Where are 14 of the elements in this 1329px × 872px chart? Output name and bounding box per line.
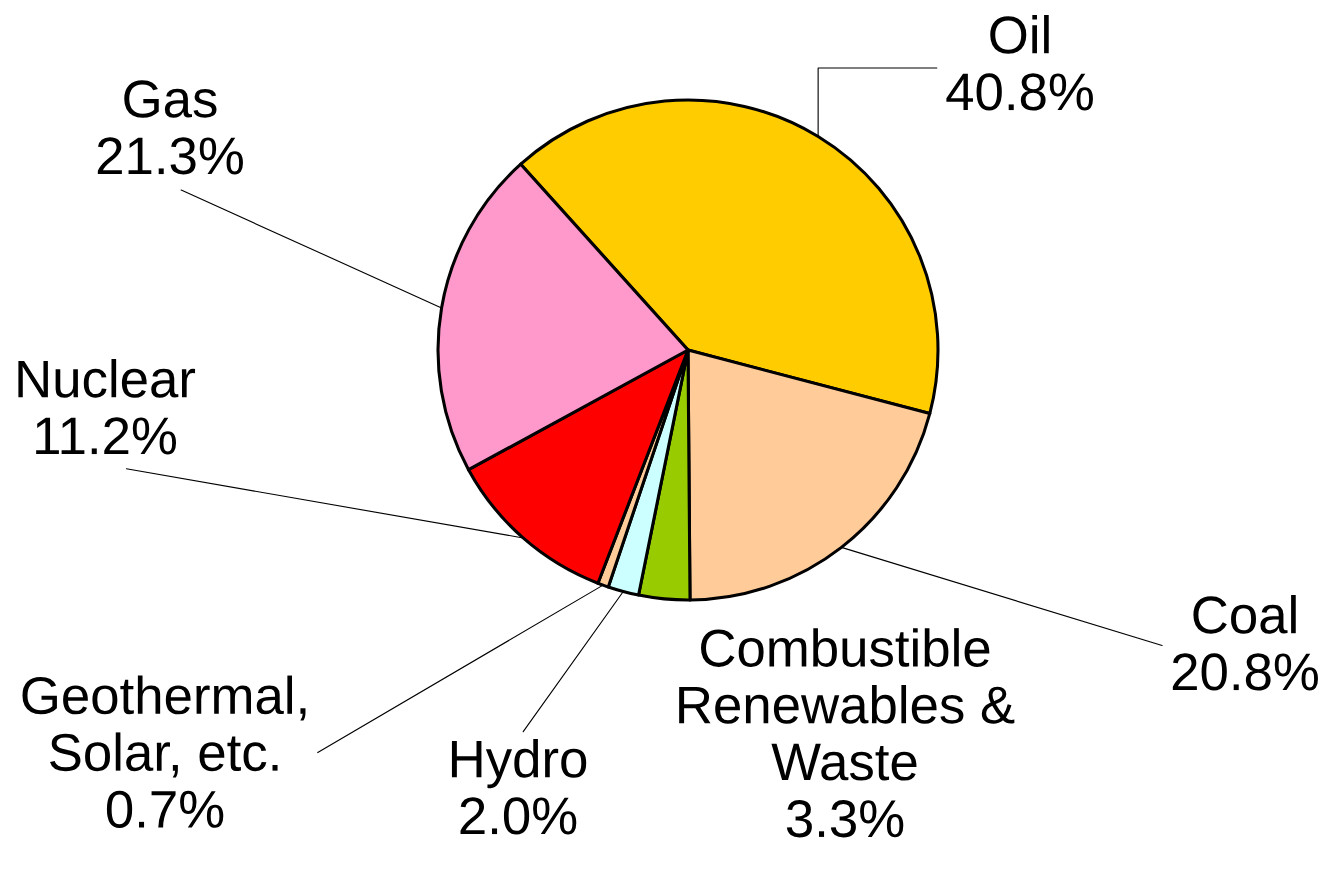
- slice-label: Coal: [1193, 594, 1296, 634]
- data-label: 20.8%: [1172, 653, 1318, 691]
- data-label: 2.0%: [460, 797, 577, 835]
- slice-label: Oil: [990, 14, 1049, 54]
- slice-label: Combustible Renewables & Waste: [679, 628, 1015, 781]
- data-label: 21.3%: [97, 137, 243, 175]
- slice-label: Hydro: [451, 738, 587, 789]
- data-label: 40.8%: [946, 73, 1093, 111]
- slice-label: Nuclear: [18, 358, 196, 398]
- data-label: 3.3%: [786, 800, 904, 838]
- data-label: 0.7%: [106, 790, 224, 829]
- slice-label: Geothermal, Solar, etc.: [22, 675, 306, 778]
- slice-label: Gas: [124, 80, 217, 118]
- data-label: 11.2%: [36, 417, 176, 455]
